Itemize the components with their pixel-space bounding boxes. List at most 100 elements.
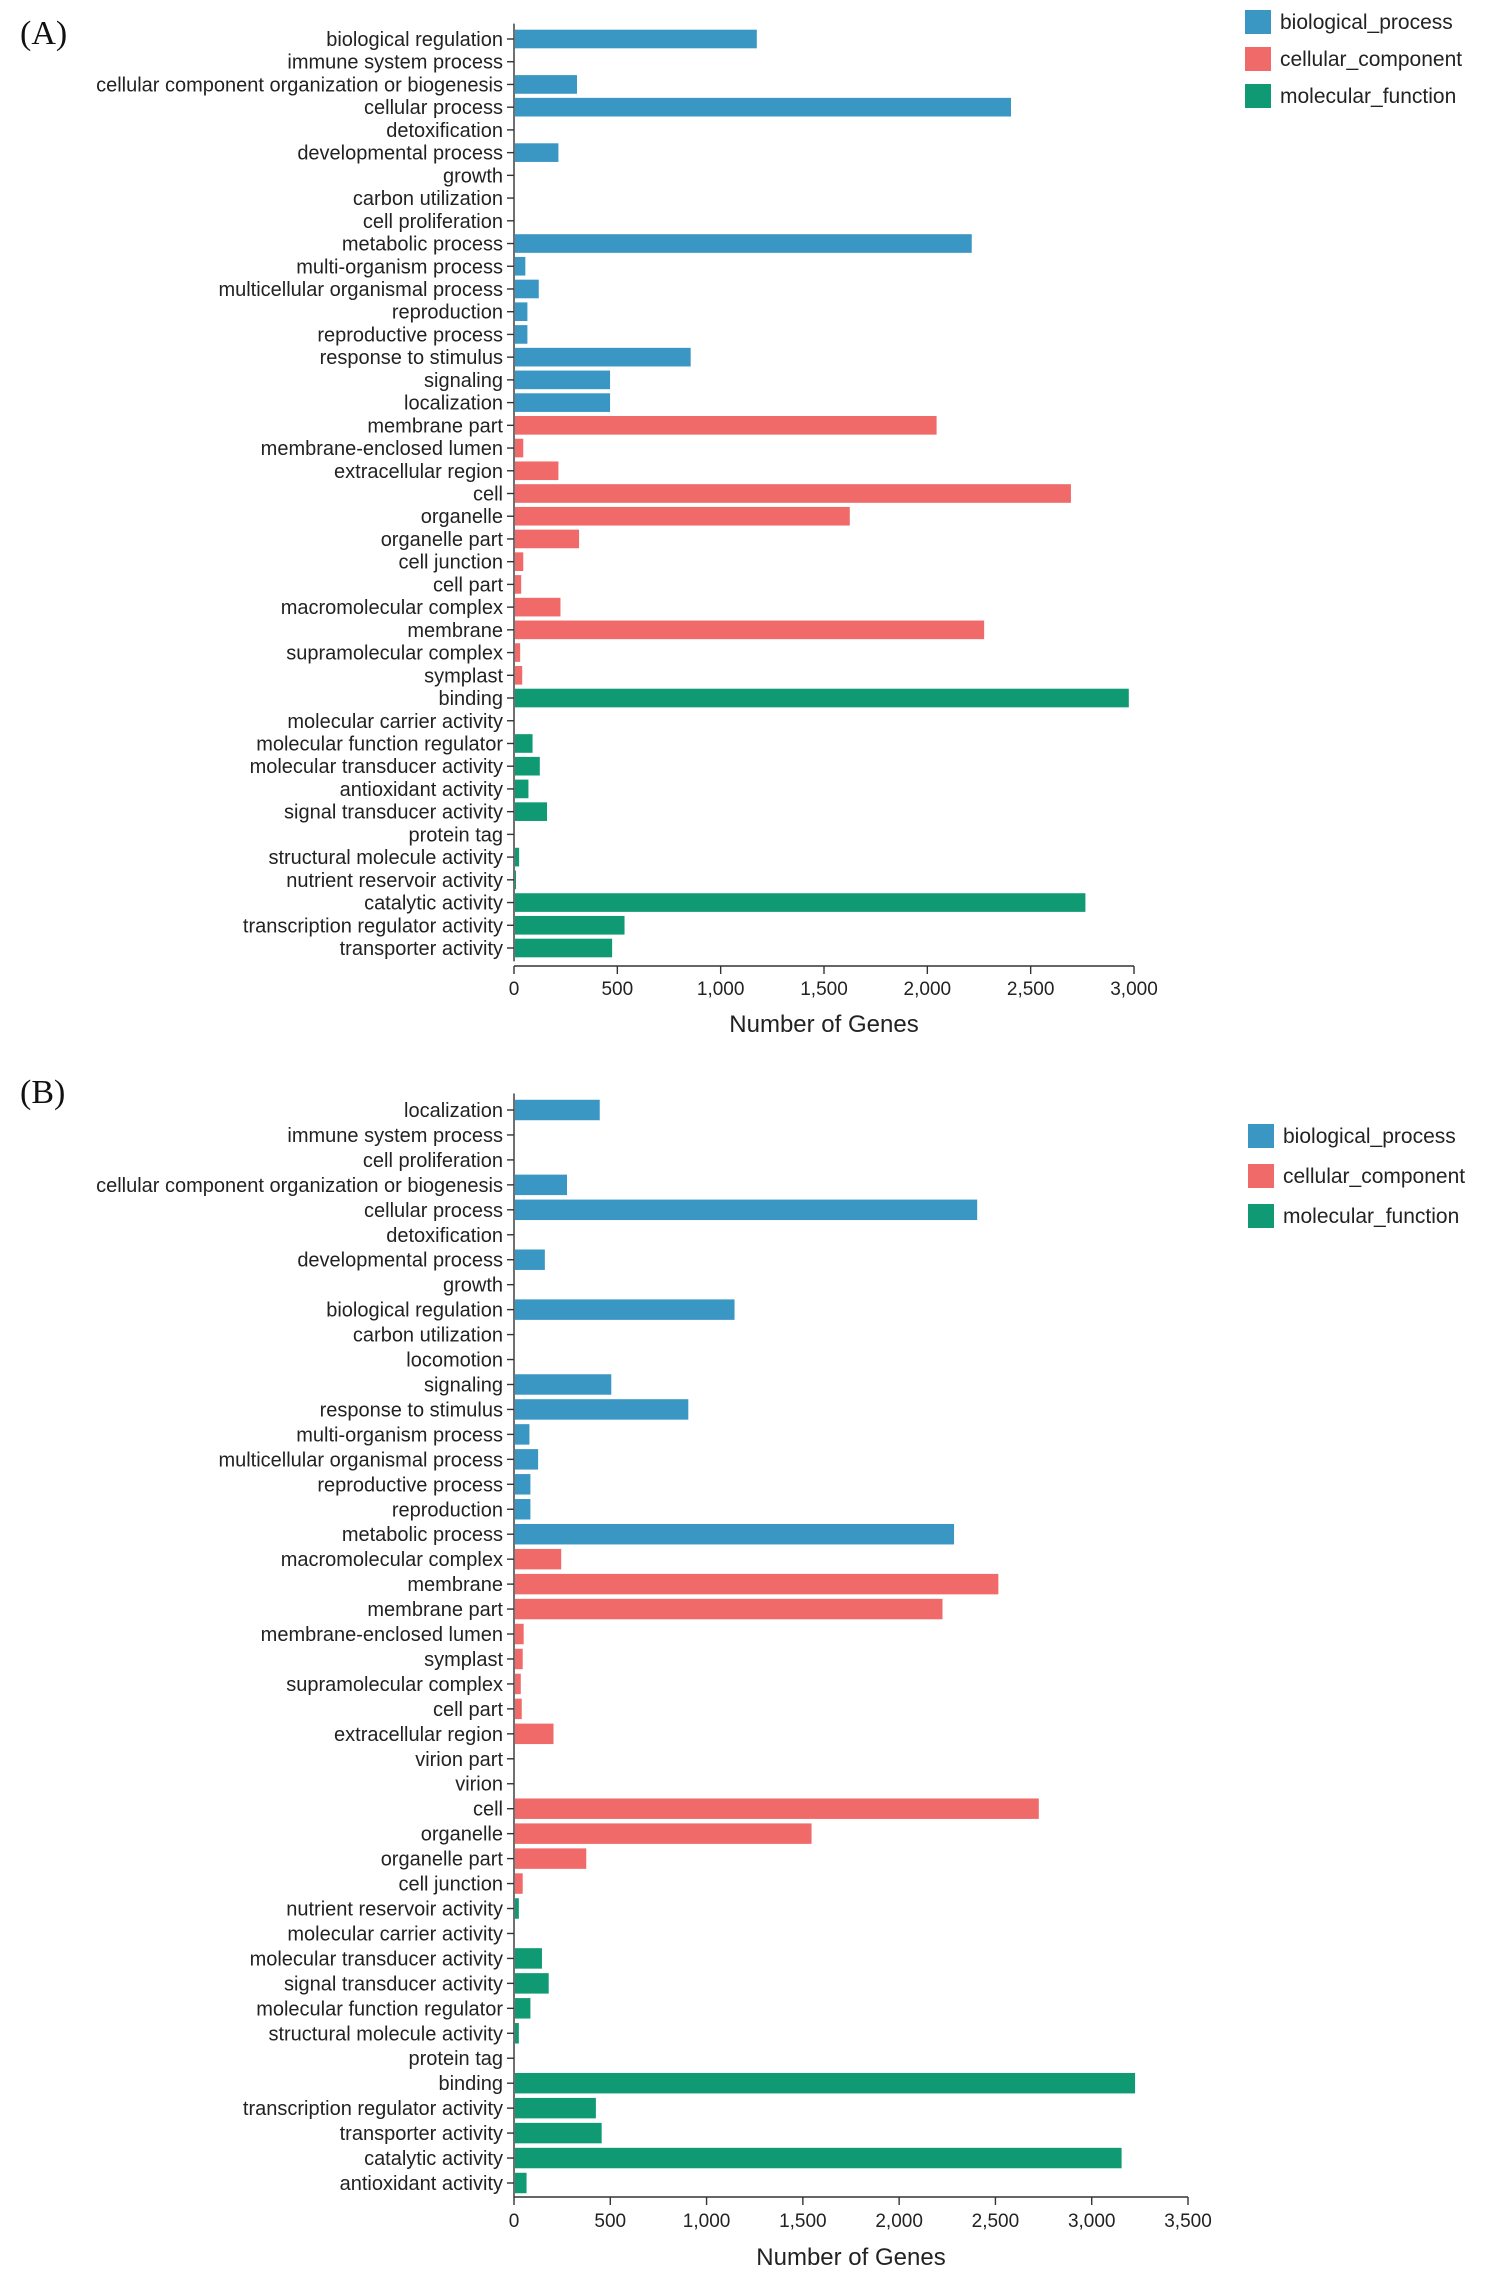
bar bbox=[515, 325, 528, 344]
bar bbox=[515, 506, 850, 526]
category-label: nutrient reservoir activity bbox=[286, 1899, 503, 1921]
category-label: multi-organism process bbox=[296, 256, 503, 278]
category-label: localization bbox=[404, 393, 503, 415]
legend-swatch bbox=[1248, 1164, 1274, 1188]
bar bbox=[515, 1449, 539, 1470]
category-label: organelle bbox=[421, 506, 503, 528]
legend-label: biological_process bbox=[1283, 1125, 1456, 1148]
category-label: detoxification bbox=[386, 1225, 503, 1247]
bar bbox=[515, 393, 611, 412]
category-label: multicellular organismal process bbox=[218, 1449, 503, 1471]
bar bbox=[515, 1174, 567, 1196]
bar bbox=[515, 643, 521, 662]
bar bbox=[515, 1399, 689, 1420]
category-label: catalytic activity bbox=[364, 2148, 503, 2170]
category-label: catalytic activity bbox=[364, 893, 503, 915]
x-tick-label: 3,000 bbox=[1068, 2211, 1116, 2232]
bar bbox=[515, 1199, 978, 1221]
category-label: cell junction bbox=[398, 1874, 503, 1896]
legend-label: biological_process bbox=[1280, 11, 1453, 34]
legend-swatch bbox=[1245, 84, 1271, 108]
category-label: carbon utilization bbox=[353, 188, 503, 210]
bar bbox=[515, 665, 523, 685]
category-label: supramolecular complex bbox=[286, 1674, 503, 1696]
category-label: membrane-enclosed lumen bbox=[261, 438, 503, 460]
x-axis-title: Number of Genes bbox=[756, 2244, 945, 2271]
bar bbox=[515, 938, 613, 958]
category-label: cellular component organization or bioge… bbox=[96, 74, 503, 96]
legend-label: cellular_component bbox=[1283, 1165, 1465, 1188]
category-label: locomotion bbox=[406, 1350, 503, 1372]
x-tick-label: 0 bbox=[509, 2211, 520, 2232]
category-label: biological regulation bbox=[326, 29, 503, 51]
category-label: cell proliferation bbox=[363, 211, 503, 233]
bar bbox=[515, 416, 937, 435]
bar bbox=[515, 915, 625, 935]
category-label: binding bbox=[438, 688, 503, 710]
bar bbox=[515, 438, 524, 458]
bar bbox=[515, 847, 520, 867]
category-label: biological regulation bbox=[326, 1300, 503, 1322]
category-label: transcription regulator activity bbox=[243, 915, 503, 937]
category-label: signal transducer activity bbox=[284, 802, 503, 824]
x-tick-label: 1,000 bbox=[683, 2211, 731, 2232]
category-label: cell part bbox=[433, 1699, 503, 1721]
legend: biological_process cellular_componentmole… bbox=[1248, 1124, 1465, 1228]
category-label: transcription regulator activity bbox=[243, 2098, 503, 2120]
category-label: macromolecular complex bbox=[281, 597, 503, 619]
category-label: localization bbox=[404, 1100, 503, 1122]
bar bbox=[515, 1848, 587, 1869]
category-label: molecular transducer activity bbox=[250, 756, 503, 778]
x-tick-label: 2,000 bbox=[904, 979, 952, 1000]
bar bbox=[515, 1598, 943, 1620]
bar bbox=[515, 1623, 524, 1645]
bar bbox=[515, 97, 1011, 117]
bar bbox=[515, 1873, 523, 1894]
bar bbox=[515, 2023, 519, 2044]
bar bbox=[515, 688, 1129, 708]
legend-swatch bbox=[1245, 10, 1271, 34]
x-axis-title: Number of Genes bbox=[729, 1011, 918, 1038]
x-tick-label: 2,500 bbox=[972, 2211, 1020, 2232]
category-label: antioxidant activity bbox=[340, 2173, 503, 2195]
x-tick-label: 3,000 bbox=[1110, 979, 1158, 1000]
category-label: cellular process bbox=[364, 97, 503, 119]
category-label: reproductive process bbox=[317, 324, 503, 346]
legend-label: cellular_component bbox=[1280, 48, 1462, 71]
legend-swatch bbox=[1248, 1204, 1274, 1228]
category-label: cell part bbox=[433, 574, 503, 596]
bar bbox=[515, 597, 561, 617]
x-tick-label: 2,000 bbox=[875, 2211, 923, 2232]
bar bbox=[515, 1499, 531, 1520]
category-label: protein tag bbox=[408, 2048, 503, 2070]
legend-swatch bbox=[1245, 47, 1271, 71]
category-label: membrane-enclosed lumen bbox=[261, 1624, 503, 1646]
category-label: developmental process bbox=[297, 1250, 503, 1272]
bar bbox=[515, 347, 691, 367]
category-label: macromolecular complex bbox=[281, 1549, 503, 1571]
category-label: developmental process bbox=[297, 143, 503, 165]
bar bbox=[515, 2147, 1122, 2169]
category-label: cellular process bbox=[364, 1200, 503, 1222]
category-label: organelle bbox=[421, 1824, 503, 1846]
bar bbox=[515, 1798, 1039, 1819]
category-label: reproduction bbox=[392, 1499, 503, 1521]
category-label: response to stimulus bbox=[320, 347, 503, 369]
legend-swatch bbox=[1248, 1124, 1274, 1148]
bar bbox=[515, 1698, 522, 1720]
x-tick-label: 1,500 bbox=[800, 979, 848, 1000]
bar bbox=[515, 1573, 999, 1595]
bar bbox=[515, 2122, 602, 2144]
category-label: molecular carrier activity bbox=[287, 1923, 503, 1945]
category-label: molecular transducer activity bbox=[250, 1948, 503, 1970]
bar bbox=[515, 1299, 735, 1320]
category-label: organelle part bbox=[381, 529, 504, 551]
bar bbox=[515, 143, 559, 162]
category-label: binding bbox=[438, 2073, 503, 2095]
category-label: cellular component organization or bioge… bbox=[96, 1175, 503, 1197]
bar bbox=[515, 1523, 955, 1545]
bar bbox=[515, 29, 757, 49]
x-tick-label: 0 bbox=[509, 979, 520, 1000]
category-label: structural molecule activity bbox=[268, 847, 503, 869]
